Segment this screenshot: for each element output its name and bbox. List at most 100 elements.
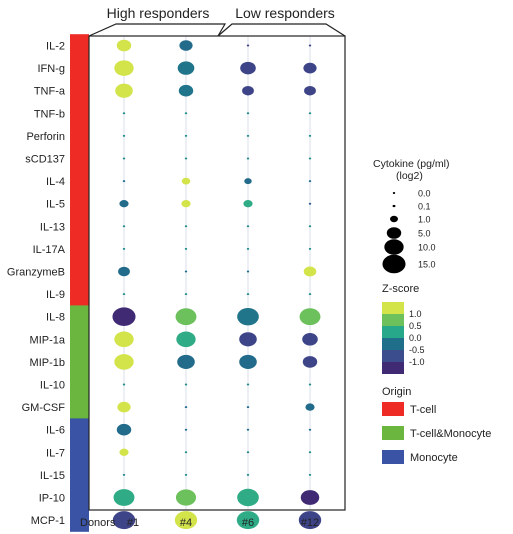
low-responders-bracket <box>217 23 346 37</box>
origin-color-bar <box>70 34 89 532</box>
origin-cell-mip-1b <box>70 350 89 374</box>
size-legend-dot <box>382 254 406 274</box>
x-axis: Donors #1 #4 #6 #12 <box>80 517 319 529</box>
bubble-il-10-2 <box>184 383 188 386</box>
bubble-il-9-2 <box>184 293 188 296</box>
bubble-granzymeb-3 <box>246 270 250 273</box>
bubble-ip-10-2 <box>175 489 197 506</box>
origin-cell-il-2 <box>70 34 89 58</box>
bubble-perforin-3 <box>246 134 250 137</box>
bubble-tnf-a-2 <box>178 84 194 97</box>
bubble-il-9-1 <box>122 293 126 296</box>
origin-cell-gm-csf <box>70 395 89 419</box>
bubble-ifn-g-3 <box>240 61 256 75</box>
bubble-il-15-1 <box>122 473 126 476</box>
bubble-mip-1b-3 <box>239 354 257 369</box>
bubble-ifn-g-2 <box>177 61 195 75</box>
bubble-perforin-2 <box>184 134 188 137</box>
bubbles <box>112 39 322 530</box>
z-score-swatch <box>382 350 404 362</box>
bubble-mip-1a-4 <box>302 333 318 346</box>
bubble-il-9-3 <box>246 293 250 296</box>
bubble-perforin-4 <box>308 134 312 137</box>
z-score-label: 1.0 <box>409 309 422 319</box>
z-score-label: 0.5 <box>409 321 422 331</box>
row-label: IL-5 <box>46 199 65 211</box>
bubble-tnf-a-1 <box>115 83 133 98</box>
z-score-label: 0.0 <box>409 333 422 343</box>
origin-cell-il-7 <box>70 441 89 464</box>
z-score-swatch <box>382 338 404 350</box>
bubble-il-4-1 <box>122 180 126 183</box>
bubble-il-17a-3 <box>246 247 250 250</box>
bubble-mip-1a-1 <box>114 331 134 348</box>
bubble-il-10-1 <box>122 383 126 386</box>
bubble-il-15-4 <box>308 473 312 476</box>
bubble-il-7-4 <box>308 451 312 454</box>
z-score-legend-title: Z-score <box>382 283 419 295</box>
row-labels: IL-2 IFN-g TNF-a TNF-b Perforin sCD137 IL-4 IL-… <box>7 41 66 528</box>
bubble-il-8-1 <box>112 307 136 326</box>
origin-cell-tnf-b <box>70 102 89 125</box>
bubble-il-8-3 <box>237 307 259 326</box>
origin-cell-mcp-1 <box>70 508 89 532</box>
row-label: MCP-1 <box>31 515 65 527</box>
origin-cell-ifn-g <box>70 56 89 80</box>
bubble-mcp-1-1 <box>112 511 136 530</box>
origin-legend-title: Origin <box>382 386 411 398</box>
bubble-il-5-3 <box>243 200 253 208</box>
origin-cell-perforin <box>70 124 89 148</box>
column-gridlines <box>123 36 311 510</box>
bubble-perforin-1 <box>122 134 126 137</box>
origin-cell-il-13 <box>70 215 89 238</box>
x-tick-label: #6 <box>242 517 254 529</box>
origin-cell-il-10 <box>70 373 89 397</box>
bubble-il-6-4 <box>308 428 312 431</box>
x-tick-label: #12 <box>301 517 319 529</box>
x-tick-label: #1 <box>127 517 139 529</box>
bubble-il-6-1 <box>116 423 132 436</box>
origin-swatch <box>382 450 404 464</box>
bubble-gm-csf-1 <box>117 401 131 413</box>
row-label: Perforin <box>26 131 65 143</box>
bubble-ip-10-1 <box>113 489 135 506</box>
bubble-gm-csf-3 <box>246 406 250 409</box>
bubble-il-6-3 <box>246 428 250 431</box>
row-label: IL-7 <box>46 447 65 459</box>
bubble-scd137-2 <box>184 157 188 160</box>
plot-frame <box>88 35 346 511</box>
row-label: TNF-b <box>34 108 65 120</box>
size-legend-label: 5.0 <box>418 229 431 239</box>
bubble-granzymeb-4 <box>303 266 317 277</box>
origin-cell-il-6 <box>70 418 89 442</box>
z-score-swatch <box>382 326 404 338</box>
row-label: GranzymeB <box>7 267 65 279</box>
bubble-scd137-4 <box>308 157 312 160</box>
row-label: MIP-1b <box>30 357 65 369</box>
bubble-tnf-a-3 <box>242 85 254 96</box>
bubble-il-17a-1 <box>122 247 126 250</box>
bubble-il-5-1 <box>119 200 129 208</box>
bubble-tnf-b-4 <box>308 112 312 115</box>
x-axis-title: Donors <box>80 517 116 529</box>
row-label: IL-13 <box>40 221 65 233</box>
bubble-tnf-a-4 <box>304 85 316 96</box>
z-score-swatch <box>382 302 404 314</box>
bubble-il-17a-4 <box>308 247 312 250</box>
bubble-il-13-2 <box>184 225 188 228</box>
bubble-il-13-3 <box>246 225 250 228</box>
row-label: IL-17A <box>33 244 66 256</box>
row-label: IL-6 <box>46 425 65 437</box>
size-legend-dot <box>392 192 396 194</box>
low-responders-label: Low responders <box>235 5 335 21</box>
z-score-label: -0.5 <box>409 345 425 355</box>
bubble-il-10-3 <box>246 383 250 386</box>
bubble-il-15-2 <box>184 473 188 476</box>
bubble-il-10-4 <box>308 383 312 386</box>
row-label: IP-10 <box>39 493 65 505</box>
bubble-il-13-4 <box>308 225 312 228</box>
bubble-mip-1a-2 <box>176 331 196 348</box>
bubble-il-9-4 <box>308 293 312 296</box>
bubble-il-4-2 <box>181 177 191 185</box>
